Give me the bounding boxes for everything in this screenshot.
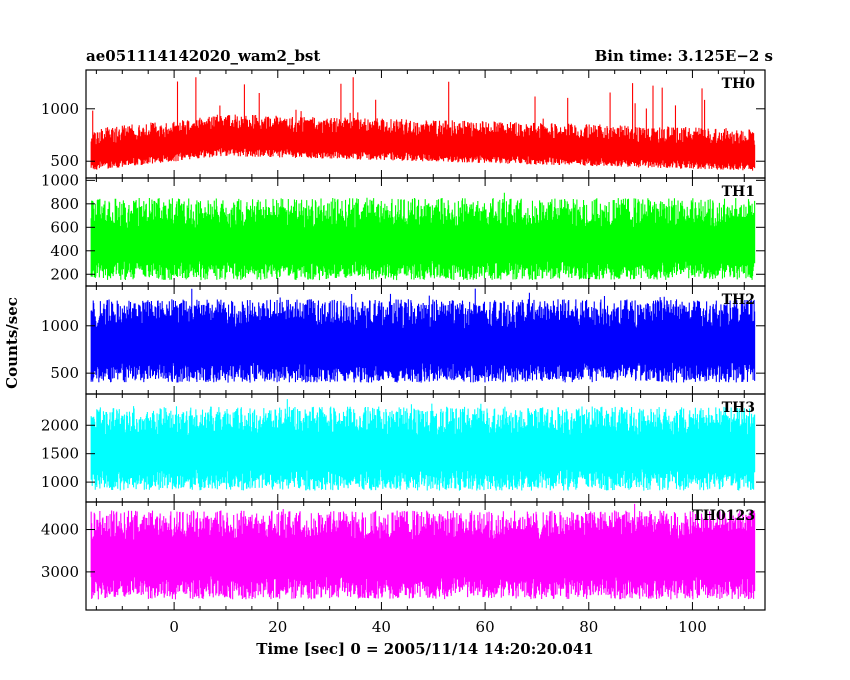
x-tick-label: 60 [476,618,495,636]
panels-group: 5001000TH02004006008001000TH15001000TH21… [41,69,766,636]
y-tick-label: 500 [50,364,79,382]
chart-subtitle: Bin time: 3.125E−2 s [595,47,773,65]
y-tick-label: 200 [50,265,79,283]
y-tick-label: 1500 [41,445,79,463]
x-tick-label: 80 [579,618,598,636]
x-tick-label: 0 [169,618,179,636]
y-tick-label: 2000 [41,416,79,434]
chart-title: ae051114142020_wam2_bst [86,47,320,65]
y-tick-label: 1000 [41,100,79,118]
y-tick-label: 500 [50,152,79,170]
panel-label: TH0 [722,76,756,92]
panel-label: TH3 [722,400,755,416]
panel-label: TH0123 [692,508,755,524]
x-tick-label: 100 [678,618,707,636]
panel-label: TH2 [722,292,755,308]
series-th2 [90,288,756,383]
y-tick-label: 1000 [41,171,79,189]
panel-th1: 200 400 600 800 1000 TH1 [41,171,766,287]
series-th0 [90,77,756,171]
panel-th0123: 3000 4000 TH0123 [41,501,766,611]
panel-th0: 500 1000 TH0 [41,69,766,179]
panel-th2: 500 1000 TH2 [41,285,766,395]
x-tick-label: 20 [268,618,287,636]
y-tick-label: 600 [50,218,79,236]
y-tick-label: 400 [50,242,79,260]
x-axis-label: Time [sec] 0 = 2005/11/14 14:20:20.041 [256,640,593,658]
series-th3 [90,399,756,491]
y-tick-label: 1000 [41,473,79,491]
y-tick-label: 3000 [41,563,79,581]
y-tick-label: 4000 [41,521,79,539]
series-th0123 [90,503,756,600]
panel-th3: 1000 1500 2000 TH3 [41,393,766,503]
y-axis-label: Counts/sec [3,297,21,389]
series-th1 [90,192,756,281]
panel-label: TH1 [722,184,755,200]
y-tick-label: 800 [50,195,79,213]
panel-frame [85,501,766,611]
x-tick-label: 40 [372,618,391,636]
y-tick-label: 1000 [41,317,79,335]
